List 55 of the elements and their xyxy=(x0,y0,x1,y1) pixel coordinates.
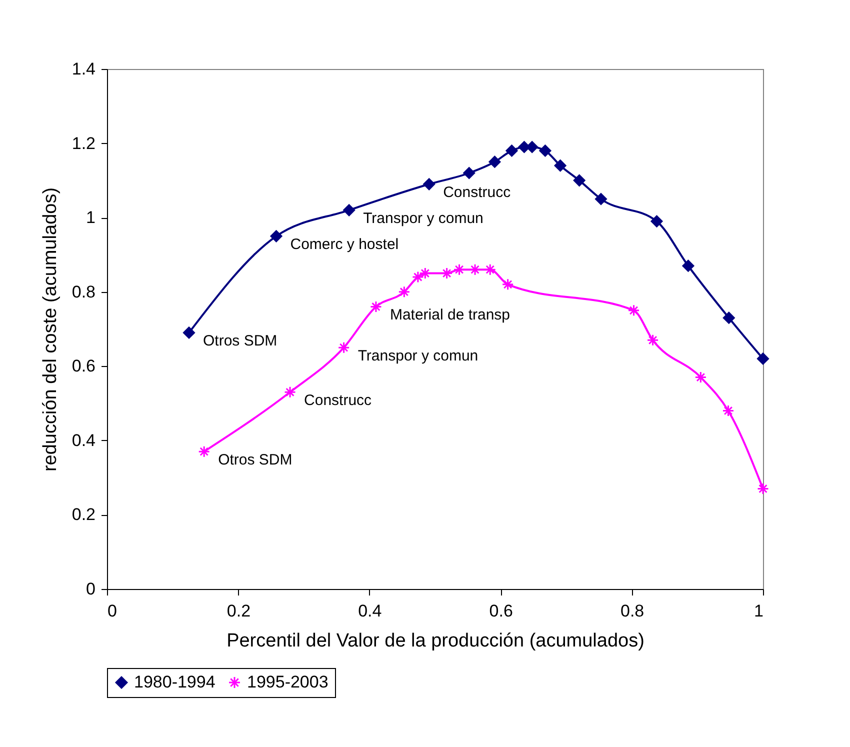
point xyxy=(722,312,735,324)
annotation: Construcc xyxy=(304,392,372,410)
annotation: Transpor y comun xyxy=(358,348,478,365)
y-tick-label: 0.2 xyxy=(72,505,96,524)
x-tick-label: 0.4 xyxy=(358,602,382,620)
point xyxy=(539,144,552,157)
annotation: Transpor y comun xyxy=(363,210,484,228)
y-tick-label: 1.4 xyxy=(72,60,96,78)
point xyxy=(488,156,501,168)
point xyxy=(694,371,707,384)
point xyxy=(183,326,195,339)
point xyxy=(682,260,694,272)
point xyxy=(370,300,382,313)
x-axis-title: Percentil del Valor de la producción (acumulados) xyxy=(226,630,644,652)
point xyxy=(628,304,640,316)
point xyxy=(502,278,514,290)
annotation: Material de transp xyxy=(390,306,510,324)
annotation: Construcc xyxy=(443,184,512,202)
x-tick-label: 0.6 xyxy=(489,602,513,620)
point xyxy=(343,204,356,216)
point xyxy=(198,446,210,458)
point xyxy=(757,352,769,365)
point xyxy=(506,144,518,157)
annotation: Comerc y hostel xyxy=(290,236,399,254)
annotation: Otros SDM xyxy=(203,332,278,350)
y-tick-label: 0.6 xyxy=(72,356,96,376)
y-tick-label: 0.8 xyxy=(72,282,96,302)
x-tick-label: 1 xyxy=(754,602,764,620)
point xyxy=(757,482,769,495)
annotation: Otros SDM xyxy=(218,452,292,469)
point xyxy=(453,264,466,276)
y-tick-label: 1.2 xyxy=(72,134,96,153)
y-axis-title: reducción del coste (acumulados) xyxy=(40,187,61,472)
point xyxy=(423,178,436,190)
x-tick-label: 0 xyxy=(108,602,117,620)
y-tick-label: 1 xyxy=(86,208,96,228)
point xyxy=(646,334,659,346)
point xyxy=(284,386,296,398)
legend-label: 1995-2003 xyxy=(247,672,328,692)
x-tick-label: 0.8 xyxy=(620,602,644,620)
point xyxy=(463,167,476,179)
point xyxy=(594,193,607,205)
y-tick-label: 0.4 xyxy=(72,430,96,450)
y-tick-label: 0 xyxy=(86,580,96,598)
legend-label: 1980-1994 xyxy=(134,672,216,692)
point xyxy=(722,404,734,417)
point xyxy=(573,174,586,186)
point xyxy=(484,264,496,276)
point xyxy=(650,215,663,228)
x-tick-label: 0.2 xyxy=(226,602,251,620)
point xyxy=(338,342,350,354)
point xyxy=(469,264,482,276)
point xyxy=(554,160,566,172)
point xyxy=(398,286,410,298)
point xyxy=(270,230,282,242)
